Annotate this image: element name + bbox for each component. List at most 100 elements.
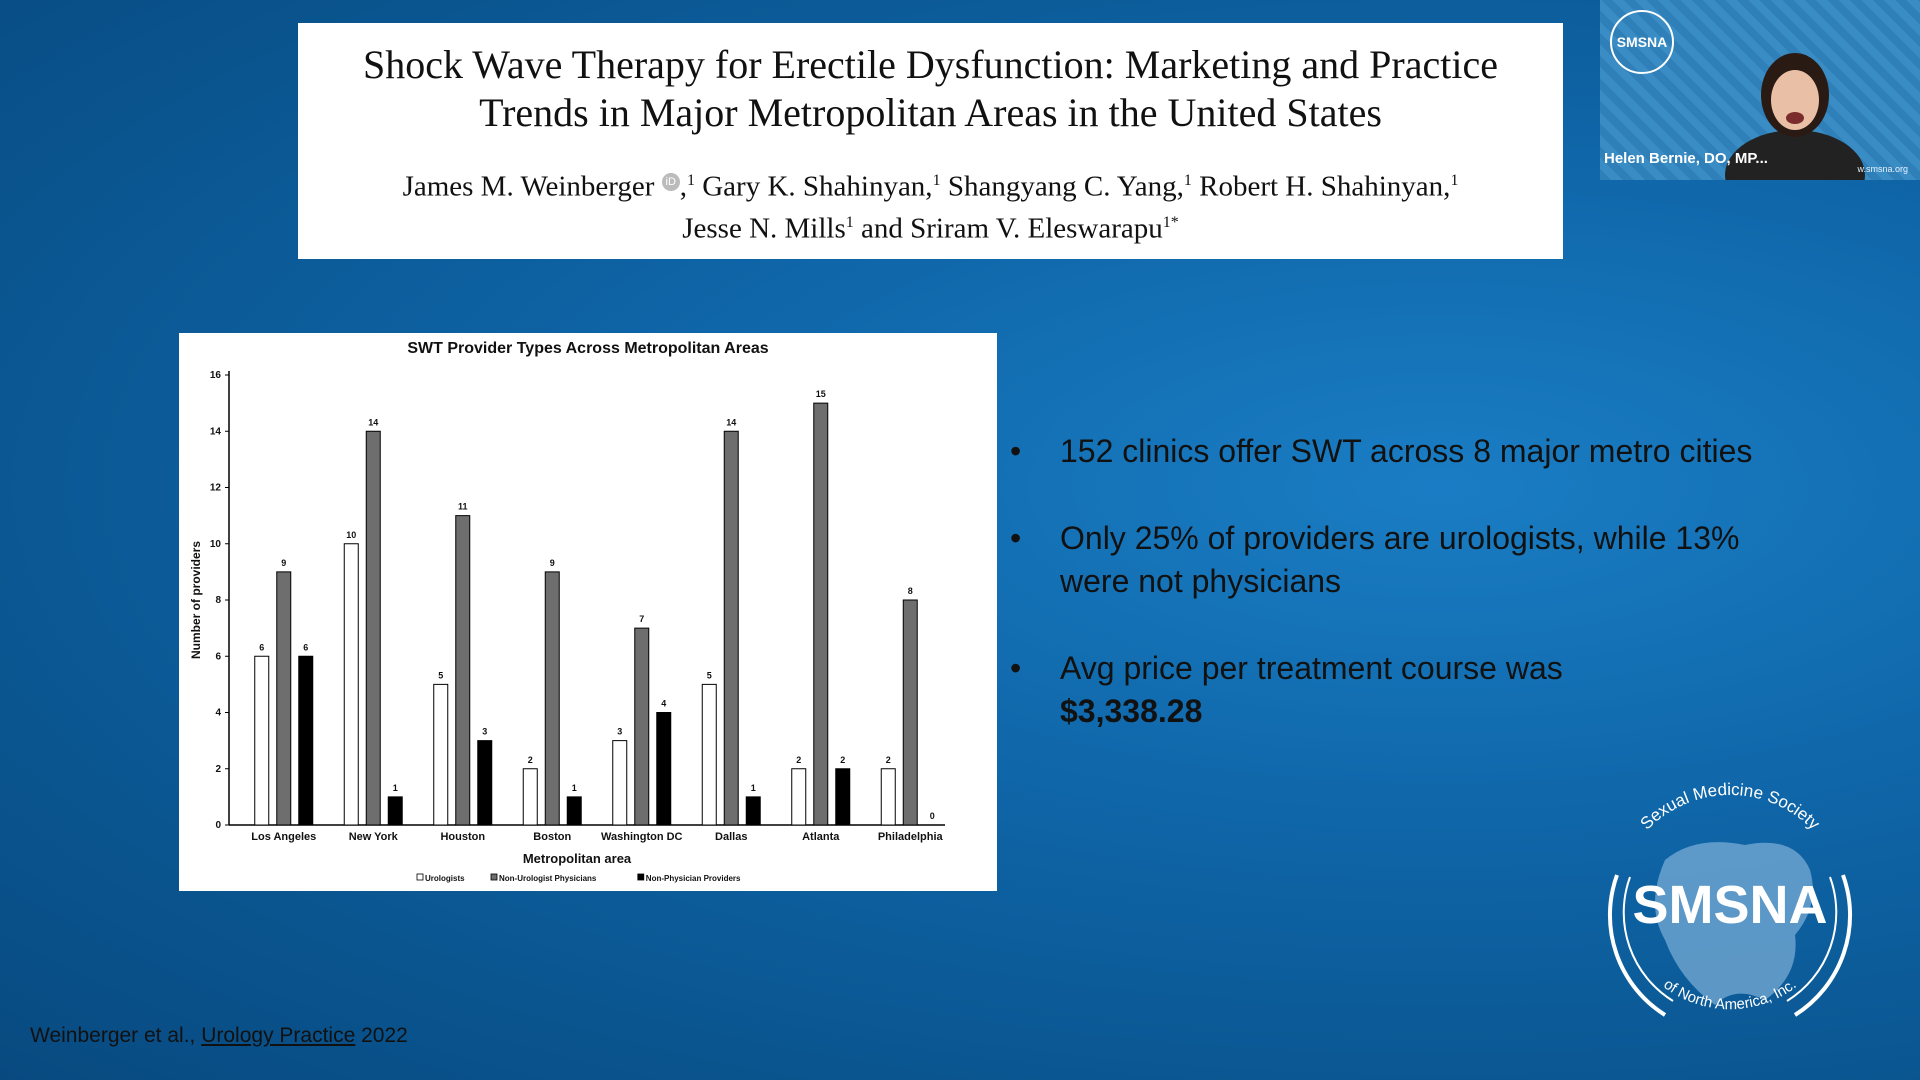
y-tick-label: 10 bbox=[210, 539, 222, 550]
citation-year: 2022 bbox=[361, 1024, 408, 1047]
bar bbox=[791, 768, 807, 826]
bullet-marker: • bbox=[1010, 650, 1022, 686]
citation-authors: Weinberger et al., bbox=[30, 1024, 196, 1047]
video-url: w.smsna.org bbox=[1857, 164, 1908, 174]
legend-entry: Non-Urologist Physicians bbox=[499, 874, 597, 883]
data-label: 5 bbox=[438, 670, 443, 680]
y-tick-label: 16 bbox=[210, 370, 222, 381]
legend-swatch bbox=[416, 873, 424, 881]
author-name: James M. Weinberger bbox=[402, 170, 655, 203]
data-label: 2 bbox=[840, 755, 845, 765]
bar bbox=[455, 515, 471, 826]
bar bbox=[902, 599, 918, 826]
data-label: 4 bbox=[661, 699, 666, 709]
bar bbox=[387, 796, 403, 826]
data-label: 3 bbox=[617, 727, 622, 737]
bar bbox=[365, 430, 381, 826]
data-label: 1 bbox=[393, 783, 398, 793]
bullet-marker: • bbox=[1010, 433, 1022, 469]
bar bbox=[835, 768, 851, 826]
bullet-item: • Avg price per treatment course was $3,… bbox=[1010, 647, 1810, 733]
participant-video-tile[interactable]: SMSNA Helen Bernie, DO, MP... w.smsna.or… bbox=[1600, 0, 1920, 180]
bullet-text: 152 clinics offer SWT across 8 major met… bbox=[1060, 433, 1753, 469]
x-tick-label: Houston bbox=[440, 831, 485, 843]
map-icon bbox=[1655, 842, 1813, 1005]
x-tick-label: Los Angeles bbox=[251, 831, 316, 843]
author-affiliation: 1 bbox=[845, 213, 854, 231]
bar bbox=[723, 430, 739, 826]
bar bbox=[612, 740, 628, 826]
data-label: 5 bbox=[707, 670, 712, 680]
data-label: 8 bbox=[908, 586, 913, 596]
bar bbox=[433, 683, 449, 826]
bullet-list: • 152 clinics offer SWT across 8 major m… bbox=[1010, 430, 1810, 777]
citation-journal-link[interactable]: Urology Practice bbox=[201, 1024, 356, 1047]
y-tick-label: 4 bbox=[215, 708, 221, 719]
paper-authors: James M. Weinberger iD ,1 Gary K. Shahiny… bbox=[402, 170, 1459, 245]
data-label: 9 bbox=[550, 558, 555, 568]
chart-title: SWT Provider Types Across Metropolitan A… bbox=[407, 340, 768, 357]
author-name: Robert H. Shahinyan, bbox=[1199, 170, 1451, 203]
smsna-logo: Sexual Medicine Society SMSNA of North A… bbox=[1607, 780, 1853, 1017]
data-label: 2 bbox=[528, 755, 533, 765]
author-name: Gary K. Shahinyan, bbox=[702, 170, 933, 203]
bar bbox=[343, 543, 359, 826]
y-axis-label: Number of providers bbox=[189, 541, 203, 659]
bar bbox=[813, 402, 829, 826]
data-label: 1 bbox=[751, 783, 756, 793]
logo-top-text: Sexual Medicine Society bbox=[1637, 780, 1824, 834]
bar bbox=[745, 796, 761, 826]
bar bbox=[656, 712, 672, 826]
bar bbox=[880, 768, 896, 826]
y-tick-label: 8 bbox=[215, 595, 221, 606]
author-affiliation: 1 bbox=[686, 172, 695, 189]
bar bbox=[276, 571, 292, 826]
author-name: Jesse N. Mills bbox=[682, 212, 846, 245]
y-tick-label: 6 bbox=[215, 651, 221, 662]
data-label: 6 bbox=[259, 642, 264, 652]
paper-title: Shock Wave Therapy for Erectile Dysfunct… bbox=[363, 42, 1498, 135]
bullet-item: • 152 clinics offer SWT across 8 major m… bbox=[1010, 430, 1810, 473]
x-tick-label: Boston bbox=[533, 831, 571, 843]
logo-main-text: SMSNA bbox=[1632, 875, 1827, 935]
bar bbox=[701, 683, 717, 826]
legend-entry: Urologists bbox=[425, 874, 465, 883]
paper-header: Shock Wave Therapy for Erectile Dysfunct… bbox=[298, 23, 1563, 259]
x-tick-label: New York bbox=[349, 831, 399, 843]
y-tick-label: 0 bbox=[215, 820, 221, 831]
x-axis-label: Metropolitan area bbox=[523, 851, 632, 866]
bar bbox=[544, 571, 560, 826]
bullet-text: Only 25% of providers are urologists, wh… bbox=[1060, 520, 1740, 599]
author-name: and Sriram V. Eleswarapu bbox=[861, 212, 1163, 245]
bullet-text: Avg price per treatment course was bbox=[1060, 650, 1563, 686]
author-name: Shangyang C. Yang, bbox=[947, 170, 1184, 203]
data-label: 7 bbox=[639, 614, 644, 624]
bar bbox=[298, 655, 314, 826]
citation: Weinberger et al., Urology Practice 2022 bbox=[30, 1024, 408, 1048]
data-label: 11 bbox=[458, 502, 468, 512]
data-label: 1 bbox=[572, 783, 577, 793]
data-label: 10 bbox=[346, 530, 356, 540]
legend-swatch bbox=[637, 873, 645, 881]
legend-entry: Non-Physician Providers bbox=[646, 874, 741, 883]
data-label: 15 bbox=[816, 389, 826, 399]
x-tick-label: Dallas bbox=[715, 831, 747, 843]
data-label: 14 bbox=[726, 417, 736, 427]
author-affiliation: 1 bbox=[1450, 172, 1459, 189]
chart-panel: SWT Provider Types Across Metropolitan A… bbox=[179, 333, 997, 891]
data-label: 2 bbox=[886, 755, 891, 765]
bar bbox=[254, 655, 270, 826]
orcid-icon[interactable]: iD bbox=[661, 173, 680, 191]
data-label: 14 bbox=[368, 417, 378, 427]
bullet-marker: • bbox=[1010, 520, 1022, 556]
bullet-item: • Only 25% of providers are urologists, … bbox=[1010, 517, 1810, 603]
participant-avatar bbox=[1725, 53, 1865, 180]
data-label: 3 bbox=[482, 727, 487, 737]
bullet-price: $3,338.28 bbox=[1060, 693, 1203, 729]
x-tick-label: Atlanta bbox=[802, 831, 840, 843]
smsna-logo-icon: SMSNA bbox=[1610, 10, 1674, 74]
y-tick-label: 12 bbox=[210, 483, 222, 494]
bar bbox=[634, 627, 650, 826]
author-affiliation: 1 bbox=[932, 172, 941, 189]
author-affiliation: 1* bbox=[1162, 213, 1179, 231]
